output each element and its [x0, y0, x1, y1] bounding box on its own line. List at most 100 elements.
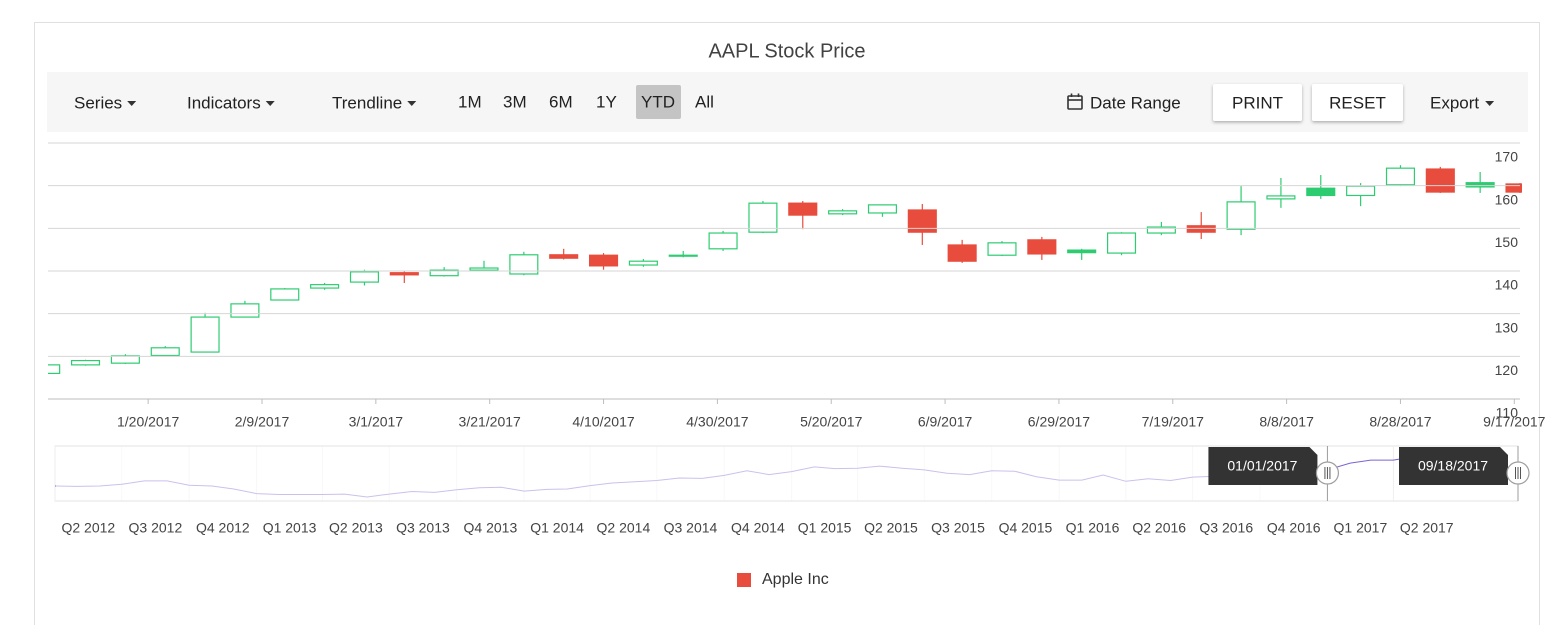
- candle-body: [588, 254, 619, 267]
- legend-label[interactable]: Apple Inc: [762, 571, 829, 588]
- navigator-tick-label: Q3 2013: [396, 520, 450, 536]
- menu-button[interactable]: Series: [74, 93, 122, 112]
- x-tick-label: 6/29/2017: [1028, 414, 1090, 430]
- candle-body: [389, 272, 419, 276]
- x-tick-label: 3/1/2017: [349, 414, 404, 430]
- navigator-tick-label: Q1 2014: [530, 520, 584, 536]
- candle-body: [429, 269, 459, 277]
- candle-body: [628, 260, 658, 266]
- dropdown-caret[interactable]: [1485, 101, 1495, 106]
- candle-body: [469, 267, 499, 271]
- x-tick-label: 6/9/2017: [918, 414, 973, 430]
- navigator-unselected: [56, 447, 1328, 500]
- navigator-tick-label: Q2 2012: [61, 520, 115, 536]
- y-tick-label: 110: [1496, 405, 1519, 421]
- period-button[interactable]: YTD: [641, 92, 675, 111]
- x-tick-label: 4/30/2017: [686, 414, 748, 430]
- navigator-tick-label: Q4 2016: [1267, 520, 1321, 536]
- candle-body: [748, 202, 778, 233]
- dropdown-caret[interactable]: [127, 101, 137, 106]
- x-tick-label: 3/21/2017: [459, 414, 521, 430]
- y-tick-label: 130: [1495, 319, 1519, 335]
- navigator-tick-label: Q3 2014: [664, 520, 718, 536]
- toolbar-button[interactable]: [1213, 84, 1302, 121]
- candle-body: [349, 271, 380, 283]
- toolbar-button-label[interactable]: RESET: [1329, 93, 1386, 112]
- candle-body: [1146, 226, 1176, 234]
- candle-body: [947, 244, 977, 262]
- navigator-tick-label: Q3 2016: [1199, 520, 1253, 536]
- candle-body: [708, 232, 738, 250]
- x-tick-label: 7/19/2017: [1142, 414, 1204, 430]
- period-button[interactable]: 6M: [549, 92, 573, 111]
- period-button[interactable]: 1Y: [596, 92, 617, 111]
- period-selected[interactable]: [636, 85, 681, 119]
- x-tick-label: 8/8/2017: [1259, 414, 1314, 430]
- navigator-tick-label: Q2 2014: [597, 520, 651, 536]
- toolbar-button[interactable]: [1312, 84, 1403, 121]
- candle-body: [668, 254, 698, 257]
- candle-body: [230, 303, 260, 318]
- dropdown-caret[interactable]: [265, 101, 275, 106]
- candle-body: [1465, 182, 1495, 188]
- dropdown-caret[interactable]: [407, 101, 417, 106]
- period-button[interactable]: All: [695, 92, 714, 111]
- legend-swatch: [737, 573, 751, 587]
- candle-body: [1266, 195, 1296, 200]
- navigator-tick-label: Q4 2012: [196, 520, 250, 536]
- navigator-tick-label: Q2 2016: [1132, 520, 1186, 536]
- period-button[interactable]: 1M: [458, 92, 482, 111]
- navigator-tick-label: Q2 2015: [864, 520, 918, 536]
- candle-body: [110, 355, 140, 364]
- candle-body: [1346, 185, 1376, 197]
- navigator-tick-label: Q2 2017: [1400, 520, 1454, 536]
- candle-body: [270, 288, 300, 301]
- candle-body: [1425, 168, 1455, 193]
- candle-body: [828, 210, 858, 215]
- y-tick-label: 150: [1495, 234, 1519, 250]
- candle-body: [1505, 183, 1522, 193]
- navigator-tick-label: Q4 2015: [999, 520, 1053, 536]
- candle-body: [48, 364, 61, 375]
- candle-body: [987, 242, 1017, 256]
- y-tick-label: 140: [1495, 277, 1519, 293]
- x-tick-label: 9/17/2017: [1483, 414, 1545, 430]
- period-button[interactable]: 3M: [503, 92, 527, 111]
- menu-button[interactable]: Indicators: [187, 93, 261, 112]
- candle-body: [1385, 167, 1416, 186]
- candle-body: [1186, 225, 1216, 233]
- navigator-tick-label: Q1 2017: [1334, 520, 1388, 536]
- chart-title: AAPL Stock Price: [708, 40, 865, 62]
- candle-body: [867, 204, 898, 214]
- navigator-tick-label: Q3 2012: [129, 520, 183, 536]
- menu-button[interactable]: Trendline: [332, 93, 402, 112]
- candle-body: [1027, 239, 1057, 255]
- candle-body: [907, 209, 937, 233]
- navigator-tick-label: Q4 2013: [464, 520, 518, 536]
- export-button[interactable]: Export: [1430, 93, 1479, 112]
- range-tooltip-label: 01/01/2017: [1227, 458, 1297, 474]
- navigator-tick-label: Q4 2014: [731, 520, 785, 536]
- x-tick-label: 1/20/2017: [117, 414, 179, 430]
- toolbar-button-label[interactable]: PRINT: [1232, 93, 1283, 112]
- y-tick-label: 120: [1495, 362, 1519, 378]
- candle-body: [1306, 187, 1336, 197]
- navigator-tick-label: Q1 2015: [798, 520, 852, 536]
- candle-body: [509, 254, 539, 275]
- candle-body: [1106, 232, 1137, 254]
- x-tick-label: 5/20/2017: [800, 414, 862, 430]
- calendar-icon: [1067, 93, 1083, 110]
- candle-body: [190, 316, 220, 353]
- candle-body: [1226, 201, 1256, 230]
- navigator-tick-label: Q1 2016: [1066, 520, 1120, 536]
- navigator-tick-label: Q2 2013: [329, 520, 383, 536]
- plot-area: [48, 165, 1522, 375]
- candle-body: [150, 347, 180, 357]
- range-tooltip: [1399, 447, 1508, 485]
- navigator-tick-label: Q3 2015: [931, 520, 985, 536]
- date-range-button[interactable]: Date Range: [1090, 93, 1181, 112]
- y-tick-label: 170: [1495, 149, 1519, 165]
- x-tick-label: 2/9/2017: [235, 414, 290, 430]
